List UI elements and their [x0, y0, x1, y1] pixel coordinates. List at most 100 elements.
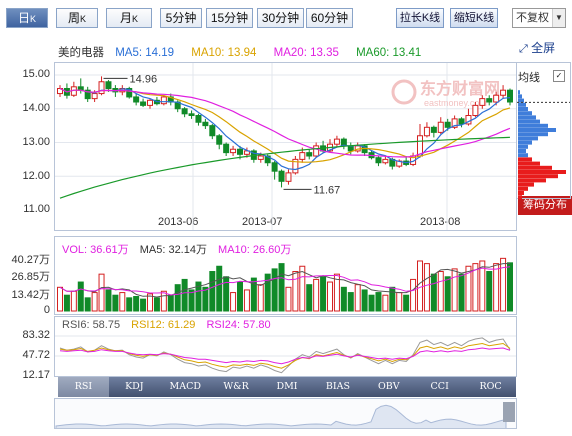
candle-body — [493, 94, 500, 103]
tab-roc[interactable]: ROC — [479, 381, 502, 392]
volume-bar — [271, 268, 278, 312]
candle-body — [195, 115, 202, 123]
volume-bar — [188, 289, 195, 312]
period-tab-5min[interactable]: 5分钟 — [160, 8, 202, 28]
chip-distribution-button[interactable]: 筹码分布 — [518, 196, 572, 215]
volume-bar — [389, 286, 396, 312]
tab-bias[interactable]: BIAS — [325, 381, 350, 392]
volume-bar — [347, 292, 354, 312]
volume-bar — [181, 278, 188, 312]
volume-bar — [63, 294, 70, 312]
shorten-kline-button[interactable]: 缩短K线 — [450, 8, 498, 28]
volume-bar — [354, 284, 361, 312]
candle-body — [313, 145, 320, 157]
candle-body — [209, 125, 216, 137]
volume-bar — [70, 290, 77, 312]
candle-body — [437, 121, 444, 133]
chip-bar — [518, 170, 566, 174]
stock-name: 美的电器 — [58, 47, 104, 59]
chip-bar — [518, 128, 556, 132]
volume-bar — [195, 281, 202, 312]
chip-bar — [518, 107, 528, 111]
candle-body — [278, 170, 285, 182]
tab-macd[interactable]: MACD — [169, 381, 201, 392]
chip-bar — [518, 161, 540, 166]
candle-body — [458, 118, 465, 125]
candle-body — [292, 158, 299, 174]
ma5-value: MA5: 14.19 — [115, 47, 175, 59]
tab-wr[interactable]: W&R — [223, 381, 249, 392]
ma20-line — [59, 87, 511, 158]
candle-body — [451, 118, 458, 128]
tab-kdj[interactable]: KDJ — [125, 381, 144, 392]
date-axis-label: 2013-06 — [158, 216, 199, 228]
candle-body — [333, 138, 340, 145]
volume-bar — [327, 281, 333, 312]
candle-body — [430, 126, 437, 133]
fullscreen-button[interactable]: ⤢ 全屏 — [519, 41, 556, 55]
period-tab-60min[interactable]: 60分钟 — [306, 8, 353, 28]
volume-bar — [278, 263, 285, 312]
period-tab-day[interactable]: 日K — [6, 8, 48, 28]
period-tab-15min[interactable]: 15分钟 — [206, 8, 253, 28]
volume-bar — [486, 271, 493, 312]
candle-body — [444, 121, 451, 128]
candle-body — [188, 113, 195, 116]
volume-bar — [105, 289, 112, 312]
volume-bar — [465, 265, 472, 312]
price-axis-label: 13.00 — [22, 136, 50, 148]
chevron-down-icon: ▼ — [552, 9, 565, 27]
tab-cci[interactable]: CCI — [430, 381, 449, 392]
volume-bar — [396, 292, 403, 312]
rsi-axis-label: 83.32 — [22, 329, 50, 341]
volume-bar — [91, 292, 98, 312]
watermark-text: 东方财富网 — [420, 79, 500, 98]
candle-body — [230, 148, 237, 154]
tab-dmi[interactable]: DMI — [276, 381, 298, 392]
candle-body — [500, 89, 507, 96]
volume-bar — [202, 286, 209, 312]
candle-body — [140, 101, 147, 106]
chip-bar — [518, 144, 528, 149]
chip-bar — [518, 174, 558, 179]
chip-bar — [518, 119, 540, 124]
period-tab-month[interactable]: 月K — [106, 8, 152, 28]
period-tab-week[interactable]: 周K — [56, 8, 98, 28]
watermark-text: eastmoney.com — [424, 98, 487, 108]
chip-bar — [518, 182, 534, 187]
rsi6-value: RSI6: 58.75 — [62, 319, 121, 331]
chip-bar — [518, 186, 528, 191]
candle-body — [91, 93, 98, 100]
tab-obv[interactable]: OBV — [377, 381, 400, 392]
watermark-logo — [391, 79, 417, 105]
rsi-legend: RSI6: 58.75 RSI12: 61.29 RSI24: 57.80 — [62, 319, 279, 331]
price-axis-label: 11.00 — [23, 203, 50, 215]
adjust-select[interactable]: 不复权 ▼ — [512, 8, 566, 28]
tab-rsi[interactable]: RSI — [58, 377, 109, 397]
avg-line-toggle[interactable]: 均线 ✓ — [518, 69, 565, 85]
candle-body — [257, 155, 264, 160]
volume-bar — [333, 273, 340, 312]
ma60-line — [59, 136, 511, 199]
rsi24-line — [59, 347, 511, 365]
timeline-handle — [503, 402, 515, 422]
period-tab-30min[interactable]: 30分钟 — [257, 8, 304, 28]
chip-bar — [518, 136, 538, 141]
checkbox-icon: ✓ — [553, 70, 565, 82]
volume-bar — [160, 290, 167, 312]
volume-bar — [430, 273, 437, 312]
rsi12-line — [59, 342, 511, 369]
candle-body — [271, 162, 278, 172]
candle-body — [507, 89, 513, 103]
volume-axis-label: 13.42万 — [11, 289, 50, 301]
high-annotation-label: 14.96 — [130, 73, 158, 85]
vol-ma5-value: MA5: 32.14万 — [139, 244, 207, 256]
volume-bar — [423, 263, 430, 312]
volume-bar — [126, 297, 133, 312]
volume-panel-frame — [54, 236, 517, 315]
volume-ma5-line — [59, 263, 511, 298]
volume-bar — [340, 286, 347, 312]
volume-bar — [264, 273, 271, 312]
stretch-kline-button[interactable]: 拉长K线 — [396, 8, 444, 28]
